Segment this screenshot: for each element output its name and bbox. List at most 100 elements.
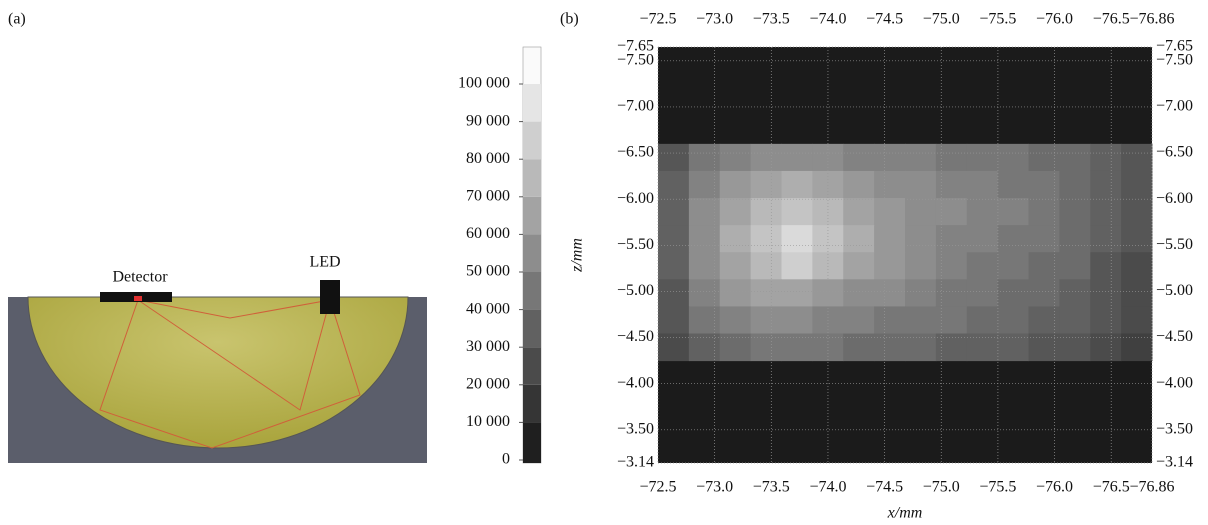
heat-cell <box>874 143 906 172</box>
x-tick-label: −76.0 <box>1036 479 1073 496</box>
x-tick-label: −73.0 <box>696 479 733 496</box>
heat-cell <box>781 143 813 172</box>
y-tick-label: −7.65 <box>617 38 654 55</box>
heat-cell <box>905 279 937 307</box>
heat-cell <box>1090 143 1122 172</box>
heat-cell <box>688 306 721 335</box>
heat-cell <box>781 333 813 362</box>
y-tick-label: −5.00 <box>1156 282 1193 299</box>
x-axis-title: x/mm <box>887 505 923 522</box>
heat-cell <box>874 198 906 226</box>
y-tick-label: −7.65 <box>1156 38 1193 55</box>
y-tick-label: −5.50 <box>617 236 654 253</box>
heat-cell <box>719 225 752 253</box>
heat-cell <box>719 279 752 307</box>
heat-cell <box>966 198 999 226</box>
panel-label: (b) <box>560 11 579 28</box>
heat-cell <box>719 143 752 172</box>
x-tick-label: −76.5 <box>1093 11 1130 28</box>
heat-cell <box>1059 225 1091 253</box>
heat-cell <box>781 198 813 226</box>
y-tick-label: −6.50 <box>617 144 654 161</box>
x-tick-label: −72.5 <box>639 479 676 496</box>
heat-cell <box>750 170 782 199</box>
heat-cell <box>1121 143 1153 172</box>
heat-cell <box>1121 225 1153 253</box>
heat-cell <box>843 252 875 280</box>
x-tick-label: −74.5 <box>866 479 903 496</box>
y-tick-label: −5.00 <box>617 282 654 299</box>
colorbar-tick-label: 30 000 <box>466 338 510 355</box>
heat-cell <box>935 143 968 172</box>
panel-label: (a) <box>8 11 26 28</box>
colorbar-band <box>523 422 541 463</box>
heat-cell <box>935 306 968 335</box>
heat-cell <box>1121 252 1153 280</box>
heat-cell <box>688 225 721 253</box>
heat-cell <box>688 333 721 362</box>
colorbar-band <box>523 347 541 385</box>
heat-cell <box>750 143 782 172</box>
heat-cell <box>905 333 937 362</box>
heat-cell <box>750 279 782 307</box>
heat-cell <box>905 170 937 199</box>
heat-cell <box>997 198 1029 226</box>
heat-cell <box>997 225 1029 253</box>
heat-cell <box>1090 279 1122 307</box>
detector-label: Detector <box>112 269 168 286</box>
heat-cell <box>658 143 690 172</box>
heat-cell <box>874 252 906 280</box>
heat-cell <box>688 279 721 307</box>
heat-cell <box>1090 306 1122 335</box>
heat-cell <box>1121 279 1153 307</box>
x-tick-label: −73.5 <box>753 479 790 496</box>
led-label: LED <box>309 254 340 271</box>
led <box>320 280 340 314</box>
heat-cell <box>1028 170 1060 199</box>
heat-cell <box>966 333 999 362</box>
heat-cell <box>935 225 968 253</box>
heat-cell <box>1090 252 1122 280</box>
heat-cell <box>1059 333 1091 362</box>
y-tick-label: −4.00 <box>1156 374 1193 391</box>
heat-cell <box>1028 252 1060 280</box>
heat-cell <box>1090 198 1122 226</box>
heat-cell <box>658 252 690 280</box>
heat-cell <box>1121 333 1153 362</box>
y-tick-label: −6.00 <box>617 190 654 207</box>
x-tick-label: −74.0 <box>809 479 846 496</box>
heat-cell <box>1121 170 1153 199</box>
heat-cell <box>1090 170 1122 199</box>
heat-cell <box>750 252 782 280</box>
heat-cell <box>966 279 999 307</box>
heat-cell <box>935 198 968 226</box>
heat-cell <box>1028 143 1060 172</box>
heat-cell <box>997 279 1029 307</box>
heat-cell <box>1090 333 1122 362</box>
heat-cell <box>688 198 721 226</box>
heat-cell <box>874 279 906 307</box>
heat-cell <box>1059 306 1091 335</box>
heat-cell <box>812 143 844 172</box>
heat-cell <box>966 225 999 253</box>
x-tick-label: −72.5 <box>639 11 676 28</box>
colorbar-tick-label: 10 000 <box>466 413 510 430</box>
heat-cell <box>812 170 844 199</box>
x-tick-label: −75.0 <box>923 479 960 496</box>
y-tick-label: −6.50 <box>1156 144 1193 161</box>
heat-cell <box>688 170 721 199</box>
colorbar-band <box>523 384 541 423</box>
heat-cell <box>874 333 906 362</box>
y-tick-label: −7.00 <box>1156 98 1193 115</box>
heat-cell <box>719 170 752 199</box>
heat-cell <box>719 306 752 335</box>
x-tick-label: −75.5 <box>979 479 1016 496</box>
heat-cell <box>1028 225 1060 253</box>
y-tick-label: −3.14 <box>1156 454 1193 471</box>
x-tick-label: −76.0 <box>1036 11 1073 28</box>
y-tick-label: −4.00 <box>617 374 654 391</box>
heat-cell <box>905 143 937 172</box>
heat-cell <box>1059 279 1091 307</box>
hemisphere <box>27 296 409 449</box>
